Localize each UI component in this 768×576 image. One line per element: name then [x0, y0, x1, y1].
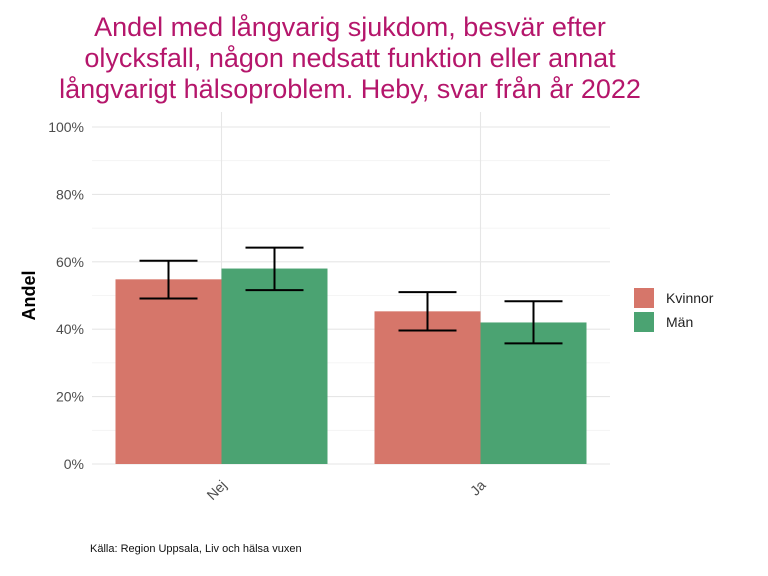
y-tick-label: 60% [56, 254, 84, 270]
chart-title-line-2: olycksfall, någon nedsatt funktion eller… [84, 43, 616, 73]
y-tick-label: 100% [48, 119, 84, 135]
y-tick-label: 80% [56, 186, 84, 202]
x-tick-label: Ja [467, 477, 489, 499]
source-caption: Källa: Region Uppsala, Liv och hälsa vux… [90, 543, 302, 555]
bar [221, 268, 328, 464]
bar [480, 322, 587, 464]
legend-key-man [634, 312, 654, 332]
legend-label-kvinnor: Kvinnor [666, 290, 714, 306]
y-tick-label: 0% [64, 456, 84, 472]
legend-item-man: Män [634, 310, 713, 334]
bar [115, 279, 222, 464]
chart-title-line-1: Andel med långvarig sjukdom, besvär efte… [94, 12, 606, 42]
legend-key-kvinnor [634, 288, 654, 308]
legend-item-kvinnor: Kvinnor [634, 286, 713, 310]
y-tick-label: 40% [56, 321, 84, 337]
chart-title-line-3: långvarigt hälsoproblem. Heby, svar från… [59, 74, 641, 104]
legend: Kvinnor Män [634, 286, 713, 334]
y-axis-title: Andel [19, 270, 39, 320]
legend-label-man: Män [666, 314, 694, 330]
y-tick-label: 20% [56, 389, 84, 405]
bar [374, 311, 481, 464]
x-tick-label: Nej [203, 477, 229, 503]
